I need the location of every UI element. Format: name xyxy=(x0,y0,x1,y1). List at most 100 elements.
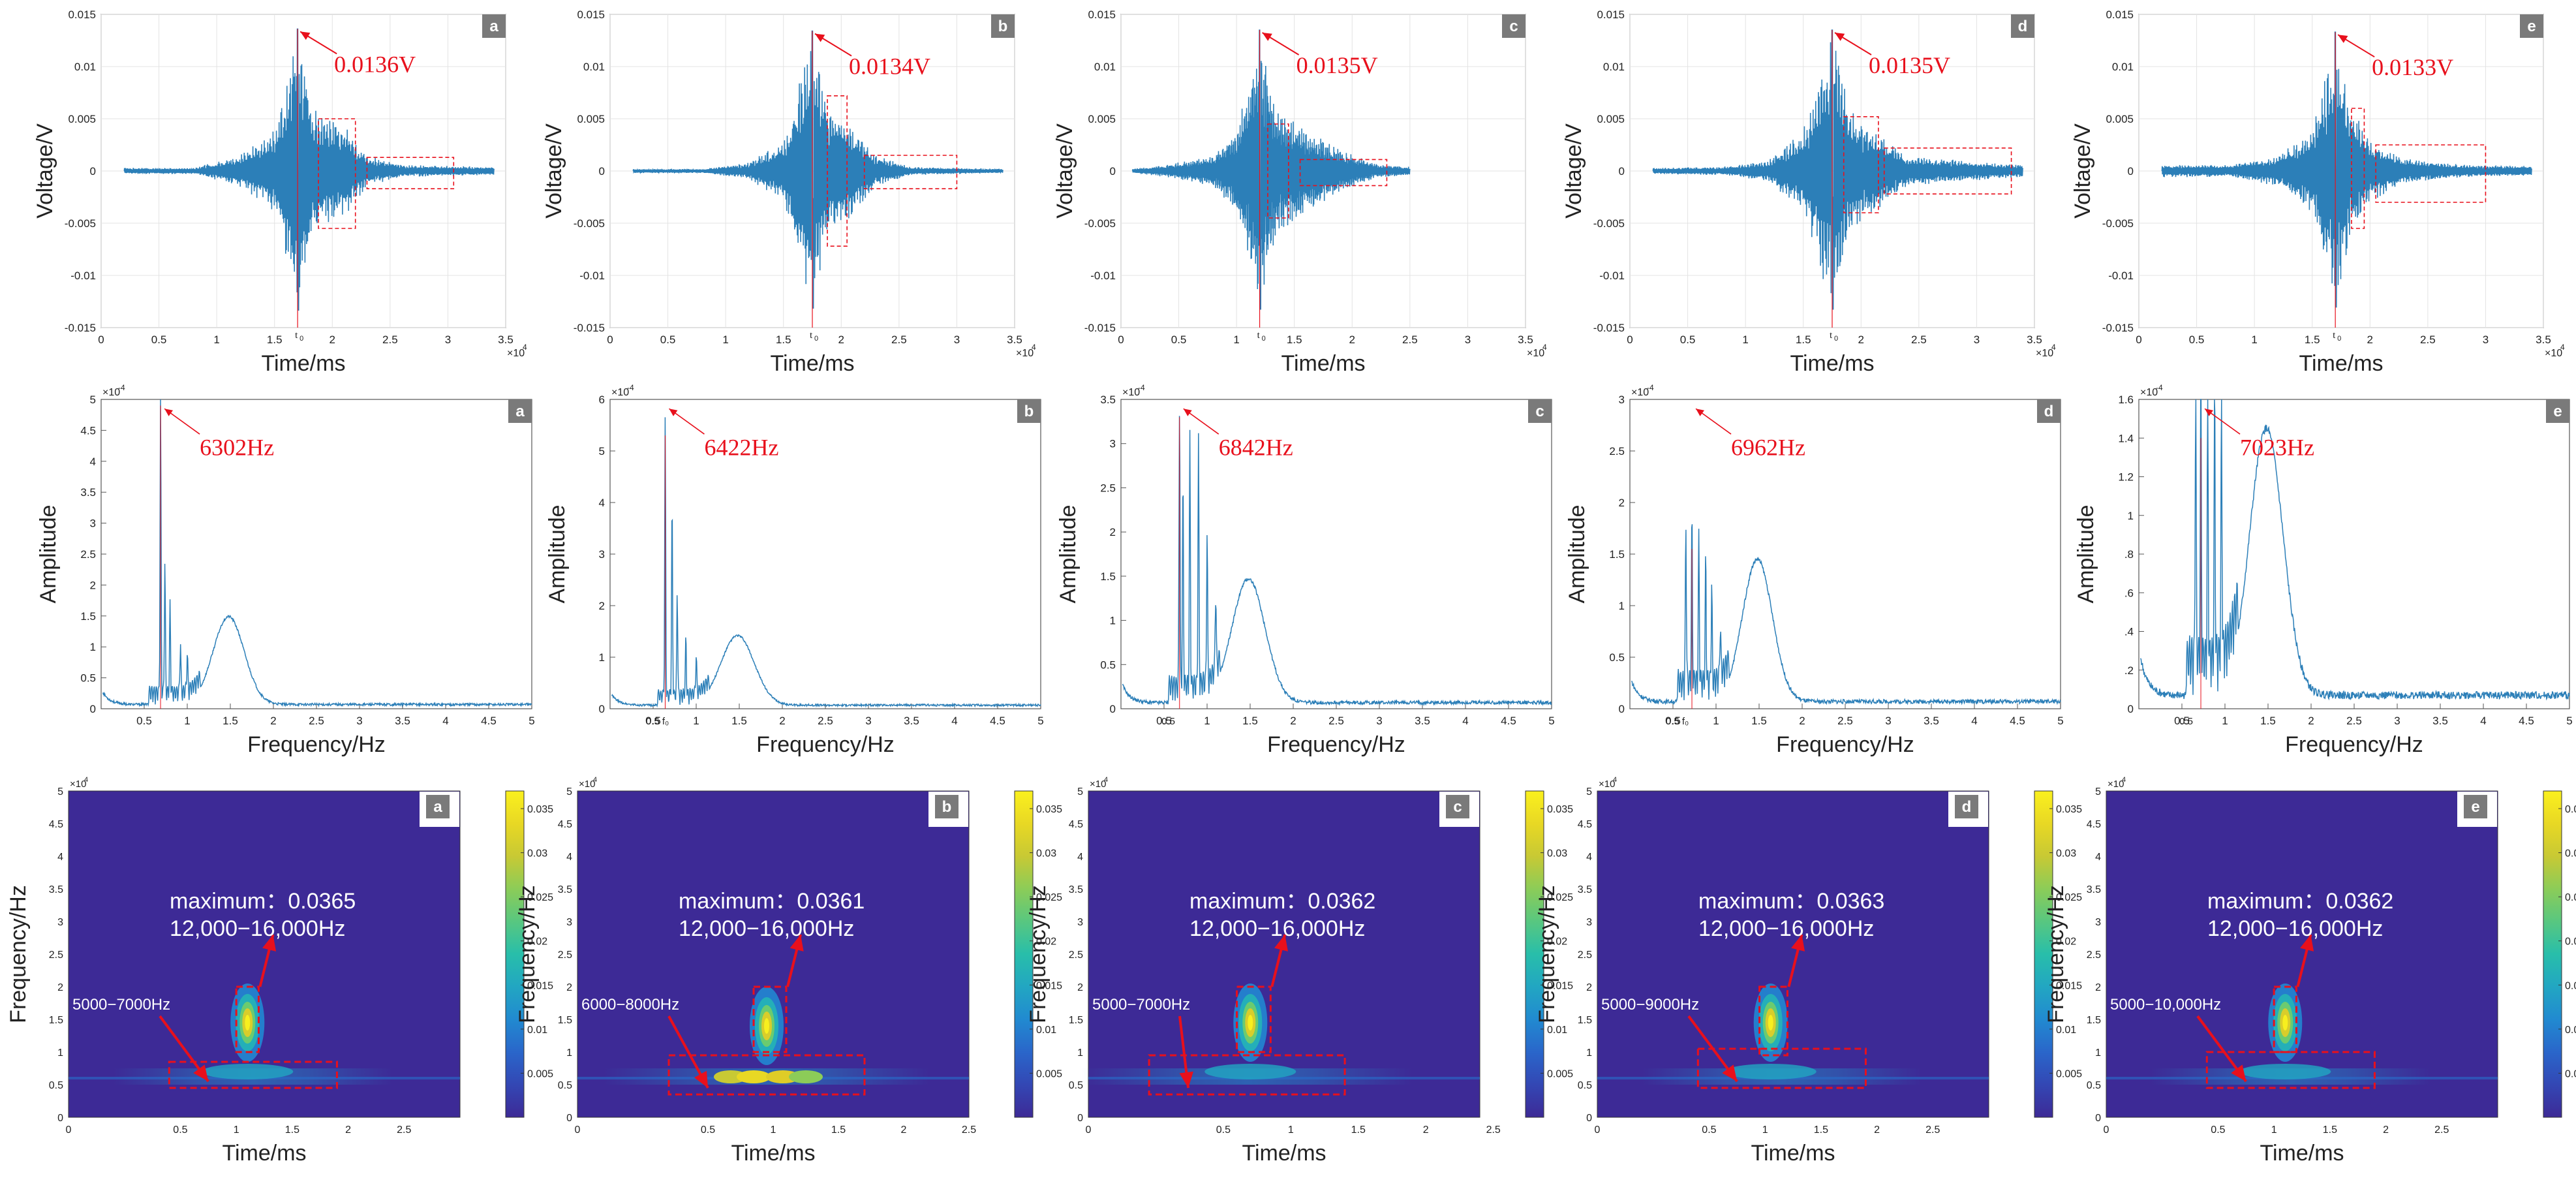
y-exponent: ×10 xyxy=(579,779,595,790)
energy-blob-layer xyxy=(245,1015,251,1030)
colorbar-tick-label: 0.025 xyxy=(2565,892,2576,903)
y-tick-label: -0.01 xyxy=(2108,270,2134,282)
colorbar-tick-label: 0.015 xyxy=(1547,980,1573,991)
y-tick-label: 1 xyxy=(57,1047,63,1059)
y-tick-label: 0.01 xyxy=(1603,61,1625,73)
y-tick-label: 1.4 xyxy=(2118,432,2134,444)
y-tick-label: 1.5 xyxy=(1069,1015,1083,1026)
x-tick-label: 0.5 xyxy=(1216,1124,1231,1136)
y-tick-label: 1.5 xyxy=(2087,1015,2101,1026)
colorbar-tick-label: 0.025 xyxy=(2056,892,2082,903)
spectrum-axes-box xyxy=(1120,399,1552,709)
y-tick-label: 3 xyxy=(1110,438,1116,450)
x-tick-label: 1.5 xyxy=(1242,715,1258,727)
panel-badge: c xyxy=(1535,403,1544,420)
y-tick-label: 0 xyxy=(599,165,605,178)
y-exponent: ×10 xyxy=(102,387,120,398)
high-band-arrow xyxy=(1787,934,1805,987)
x-tick-label: 0 xyxy=(98,333,104,346)
x-tick-label: 1 xyxy=(1233,333,1239,346)
x-tick-label: 0.5 xyxy=(136,715,152,727)
y-axis-label: Frequency/Hz xyxy=(2044,885,2068,1023)
x-tick-label: 4.5 xyxy=(2010,715,2025,727)
x-tick-label: 1 xyxy=(693,715,699,727)
high-band-arrow-head xyxy=(262,935,277,952)
spectrum-axes-box xyxy=(100,399,532,709)
high-band-box xyxy=(1758,985,1788,1057)
y-tick-label: .6 xyxy=(2124,587,2134,599)
x-tick-label: 4.5 xyxy=(2519,715,2534,727)
maximum-label: maximum：0.0362 xyxy=(2207,889,2393,914)
low-band-box xyxy=(1696,1047,1867,1089)
x-tick-label: 2 xyxy=(1799,715,1805,727)
y-tick-label: 0.015 xyxy=(68,8,96,21)
y-tick-label: 0.5 xyxy=(49,1080,63,1091)
highlight-box xyxy=(827,95,848,247)
low-band-arrow xyxy=(159,1015,209,1083)
y-exponent-power: -4 xyxy=(2156,383,2163,392)
x-tick-label: 1.5 xyxy=(222,715,238,727)
y-exponent: ×10 xyxy=(2140,387,2158,398)
colorbar-tick-label: 0.025 xyxy=(527,892,553,903)
high-band-arrow xyxy=(2296,934,2314,987)
colorbar-tick-label: 0.015 xyxy=(2056,980,2082,991)
spectrum-panel-e: 0 .2 .4 .6 .8 1 1.2 1.4 1.6 0.5 1 1.5 2 2.5 3 3.5 4 4.5 5 ×… xyxy=(2074,383,2573,757)
x-tick-label: 1.5 xyxy=(1287,333,1302,346)
colorbar-tick-label: 0.035 xyxy=(527,804,553,815)
highlight-box xyxy=(2351,108,2365,229)
x-tick-label: 2 xyxy=(270,715,276,727)
low-band-arrow-head xyxy=(694,1070,708,1088)
x-tick-label: 2 xyxy=(1858,333,1864,346)
panel-badge-bg xyxy=(2037,399,2061,423)
x-tick-label: 0.5 xyxy=(1156,715,1172,727)
y-exponent: ×10 xyxy=(1090,779,1106,790)
y-tick-label: 2.5 xyxy=(2087,950,2101,961)
tf-map-background xyxy=(1597,790,1989,1118)
low-band-hotspot xyxy=(202,1064,294,1079)
peak-arrow xyxy=(2337,34,2375,58)
y-tick-label: 2 xyxy=(1619,497,1625,509)
x-axis-label: Frequency/Hz xyxy=(1776,732,1914,757)
y-tick-label: 4 xyxy=(1077,852,1083,863)
peak-voltage-label: 0.0134V xyxy=(849,54,930,80)
y-tick-label: 1 xyxy=(1077,1047,1083,1059)
energy-blob-layer xyxy=(2282,1015,2288,1030)
y-tick-label: -0.015 xyxy=(65,322,96,334)
x-tick-label: 0 xyxy=(2136,333,2141,346)
y-axis-label: Amplitude xyxy=(36,504,61,603)
y-tick-label: -0.005 xyxy=(2102,217,2134,230)
x-tick-label: 5 xyxy=(1548,715,1554,727)
y-tick-label: 2.5 xyxy=(1609,445,1625,457)
y-tick-label: 0 xyxy=(90,703,96,715)
y-exponent: ×10 xyxy=(70,779,86,790)
waveform-signal-line xyxy=(123,28,495,311)
x-tick-label: 0.5 xyxy=(645,715,661,727)
low-band-arrow xyxy=(667,1015,709,1089)
f0-tick-label: 0.5 f₀ xyxy=(646,716,669,727)
y-exponent: ×10 xyxy=(1599,779,1615,790)
tf-map-background xyxy=(1088,790,1480,1118)
low-band-label: 5000−9000Hz xyxy=(1601,996,1699,1014)
x-tick-label: 1.5 xyxy=(267,333,283,346)
y-exponent-power: 4 xyxy=(84,776,88,784)
y-exponent: ×10 xyxy=(2108,779,2124,790)
y-tick-label: 3 xyxy=(2095,917,2101,928)
panel-badge: c xyxy=(1453,798,1462,816)
y-axis-label: Frequency/Hz xyxy=(1026,885,1050,1023)
high-band-arrow xyxy=(786,934,804,987)
y-tick-label: 0.5 xyxy=(558,1080,572,1091)
x-tick-label: 1 xyxy=(213,333,219,346)
panel-badge: c xyxy=(1509,18,1518,35)
x-tick-label: 4 xyxy=(1462,715,1468,727)
y-tick-label: 4.5 xyxy=(49,819,63,830)
panel-badge: e xyxy=(2527,18,2536,35)
low-band-hotspot xyxy=(1204,1064,1296,1079)
x-tick-label: 4 xyxy=(1971,715,1977,727)
tf-map-background xyxy=(577,790,970,1118)
x-tick-label: 3.5 xyxy=(2027,333,2042,346)
colorbar-tick-label: 0.025 xyxy=(1036,892,1062,903)
panel-badge-bg xyxy=(426,795,450,818)
x-exponent: ×10 xyxy=(2545,348,2562,359)
y-exponent-power: 4 xyxy=(1104,776,1108,784)
